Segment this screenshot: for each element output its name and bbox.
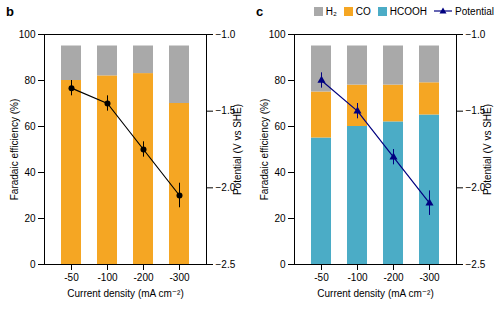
html-text:Potential: Potential (455, 5, 494, 17)
svg-text:-50: -50 (64, 272, 79, 283)
svg-text:−1.5: −1.5 (465, 105, 486, 117)
svg-text:Potential (V vs SHE): Potential (V vs SHE) (482, 104, 493, 195)
svg-text:40: 40 (24, 167, 36, 178)
svg-text:60: 60 (274, 121, 286, 132)
svg-text:-100: -100 (97, 272, 117, 283)
svg-text:-300: -300 (169, 272, 189, 283)
svg-text:−1.0: −1.0 (466, 29, 486, 40)
svg-text:−2.5: −2.5 (216, 259, 236, 270)
svg-text:Current density (mA cm⁻²): Current density (mA cm⁻²) (317, 288, 433, 299)
svg-text:100: 100 (269, 29, 286, 40)
svg-text:20: 20 (24, 213, 36, 224)
svg-text:-200: -200 (383, 272, 403, 283)
svg-text:Faradaic efficiency (%): Faradaic efficiency (%) (259, 99, 270, 201)
html-text:b: b (6, 3, 14, 19)
svg-text:Potential (V vs SHE): Potential (V vs SHE) (232, 104, 243, 195)
svg-text:-100: -100 (347, 272, 367, 283)
svg-text:-300: -300 (419, 272, 439, 283)
svg-text:−2.0: −2.0 (215, 182, 236, 193)
svg-text:-200: -200 (133, 272, 153, 283)
svg-text:0: 0 (30, 259, 36, 270)
html-text:H₂: H₂ (325, 5, 337, 17)
svg-text:80: 80 (24, 75, 36, 86)
svg-text:60: 60 (24, 121, 36, 132)
svg-text:−1.5: −1.5 (215, 105, 236, 117)
svg-text:−1.0: −1.0 (216, 29, 236, 40)
html-text:CO: CO (355, 5, 371, 17)
html-text:c: c (256, 3, 264, 19)
svg-text:−2.5: −2.5 (466, 259, 486, 270)
svg-text:Faradaic efficiency (%): Faradaic efficiency (%) (9, 99, 20, 201)
svg-text:−2.0: −2.0 (465, 182, 486, 193)
svg-text:0: 0 (280, 259, 286, 270)
svg-text:-50: -50 (314, 272, 329, 283)
html-text:HCOOH: HCOOH (389, 5, 428, 17)
svg-text:100: 100 (19, 29, 36, 40)
svg-text:20: 20 (274, 213, 286, 224)
svg-text:Current density (mA cm⁻²): Current density (mA cm⁻²) (67, 288, 183, 299)
svg-text:40: 40 (274, 167, 286, 178)
svg-text:80: 80 (274, 75, 286, 86)
